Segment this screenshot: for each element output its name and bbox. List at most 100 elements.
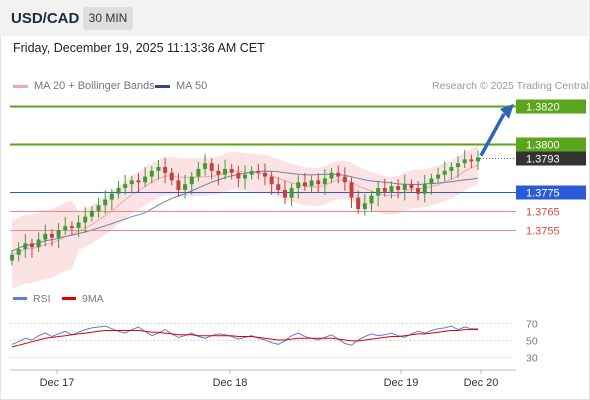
candle-body: [389, 186, 394, 192]
candle-body: [369, 195, 374, 204]
candle-body: [322, 178, 327, 185]
candle-body: [203, 163, 208, 169]
candle-body: [183, 184, 188, 190]
candle-body: [23, 243, 28, 250]
bollinger-band: [12, 145, 478, 290]
timeframe-button[interactable]: 30 MIN: [83, 7, 133, 30]
candle-body: [136, 180, 141, 183]
rsi-tick-label: 70: [526, 319, 538, 331]
candle-body: [216, 170, 221, 175]
candle-body: [356, 197, 361, 210]
candle-body: [63, 226, 68, 230]
candle-body: [189, 176, 194, 185]
symbol-title: USD/CAD: [11, 10, 80, 27]
candle-body: [156, 167, 161, 171]
candle-body: [396, 186, 401, 190]
candle-body: [296, 182, 301, 189]
candle-body: [103, 199, 108, 206]
candles: [10, 150, 480, 266]
rsi-legend: RSI 9MA: [13, 293, 104, 305]
candle-body: [236, 172, 241, 179]
level-badge-pivot: [516, 185, 586, 200]
price-levels: [10, 105, 516, 231]
level-label-support: 1.3765: [526, 207, 560, 219]
candle-body: [436, 174, 441, 179]
candle-body: [89, 210, 94, 217]
candle-body: [116, 188, 121, 194]
candle-body: [262, 172, 267, 177]
candle-body: [402, 184, 407, 190]
candle-body: [449, 167, 454, 171]
rsi-swatch: [13, 297, 27, 300]
candle-body: [36, 239, 41, 248]
candle-body: [243, 174, 247, 179]
candle-body: [16, 249, 21, 255]
arrow-head: [500, 103, 514, 119]
legend-ma50-label: MA 50: [176, 80, 208, 92]
level-label-pivot: 1.3775: [526, 188, 560, 200]
x-tick-label: Dec 20: [464, 377, 499, 389]
candle-body: [176, 180, 181, 190]
rsi-tick-label: 50: [526, 336, 538, 348]
candle-body: [256, 170, 261, 173]
rsi-ma-swatch: [62, 297, 76, 300]
ma20-swatch: [13, 85, 28, 88]
candle-body: [169, 172, 174, 181]
candle-body: [476, 157, 480, 162]
candle-body: [76, 222, 81, 229]
x-tick-label: Dec 19: [384, 377, 419, 389]
candle-body: [149, 170, 154, 177]
candle-body: [229, 168, 234, 173]
candle-body: [416, 188, 421, 194]
rsi-label: RSI: [33, 293, 51, 305]
forecast-arrow: [479, 103, 514, 157]
header-bar: USD/CAD 30 MIN: [0, 0, 588, 36]
rsi-panel: 70 50 30: [10, 319, 538, 365]
candle-body: [109, 193, 114, 200]
level-label-resistance: 1.3820: [526, 102, 560, 114]
candle-body: [462, 159, 467, 164]
rsi-ma-line: [11, 329, 478, 348]
candle-body: [196, 168, 201, 177]
candle-body: [10, 254, 14, 261]
candle-body: [249, 170, 254, 175]
x-tick-label: Dec 17: [40, 377, 75, 389]
candle-body: [123, 184, 128, 189]
candle-body: [456, 163, 461, 168]
timestamp: Friday, December 19, 2025 11:13:36 AM CE…: [13, 41, 265, 55]
candle-body: [163, 167, 168, 173]
candle-body: [442, 170, 447, 175]
candle-body: [309, 180, 314, 187]
x-axis: Dec 17 Dec 18 Dec 19 Dec 20: [40, 370, 499, 389]
candle-body: [129, 180, 134, 185]
rsi-ma-label: 9MA: [82, 293, 104, 305]
candle-body: [56, 230, 61, 238]
arrow-shaft: [479, 113, 506, 157]
candle-body: [282, 189, 287, 198]
legend-ma20-label: MA 20 + Bollinger Bands: [34, 80, 155, 92]
candle-body: [329, 172, 334, 179]
candle-body: [29, 243, 34, 248]
candle-body: [289, 188, 294, 198]
candle-body: [422, 184, 427, 194]
x-tick-label: Dec 18: [213, 377, 248, 389]
candle-body: [269, 176, 274, 185]
candle-body: [223, 168, 228, 175]
candle-body: [429, 178, 434, 185]
candle-body: [409, 184, 414, 189]
credit-text: Research © 2025 Trading Central: [432, 80, 589, 92]
level-badge-current: [516, 151, 586, 166]
candle-body: [69, 226, 74, 229]
level-labels: 1.3820 1.3800 1.3793 1.3775 1.3765 1.3755: [516, 99, 586, 238]
bollinger-fill: [12, 145, 478, 290]
level-badge-resistance: [516, 99, 586, 114]
candle-body: [276, 184, 281, 190]
level-label-current: 1.3793: [526, 154, 560, 166]
candle-body: [349, 182, 354, 198]
candle-body: [316, 180, 321, 185]
candle-body: [83, 216, 88, 223]
level-badge-resistance: [516, 137, 586, 152]
candle-body: [376, 188, 381, 196]
candle-body: [336, 172, 341, 177]
